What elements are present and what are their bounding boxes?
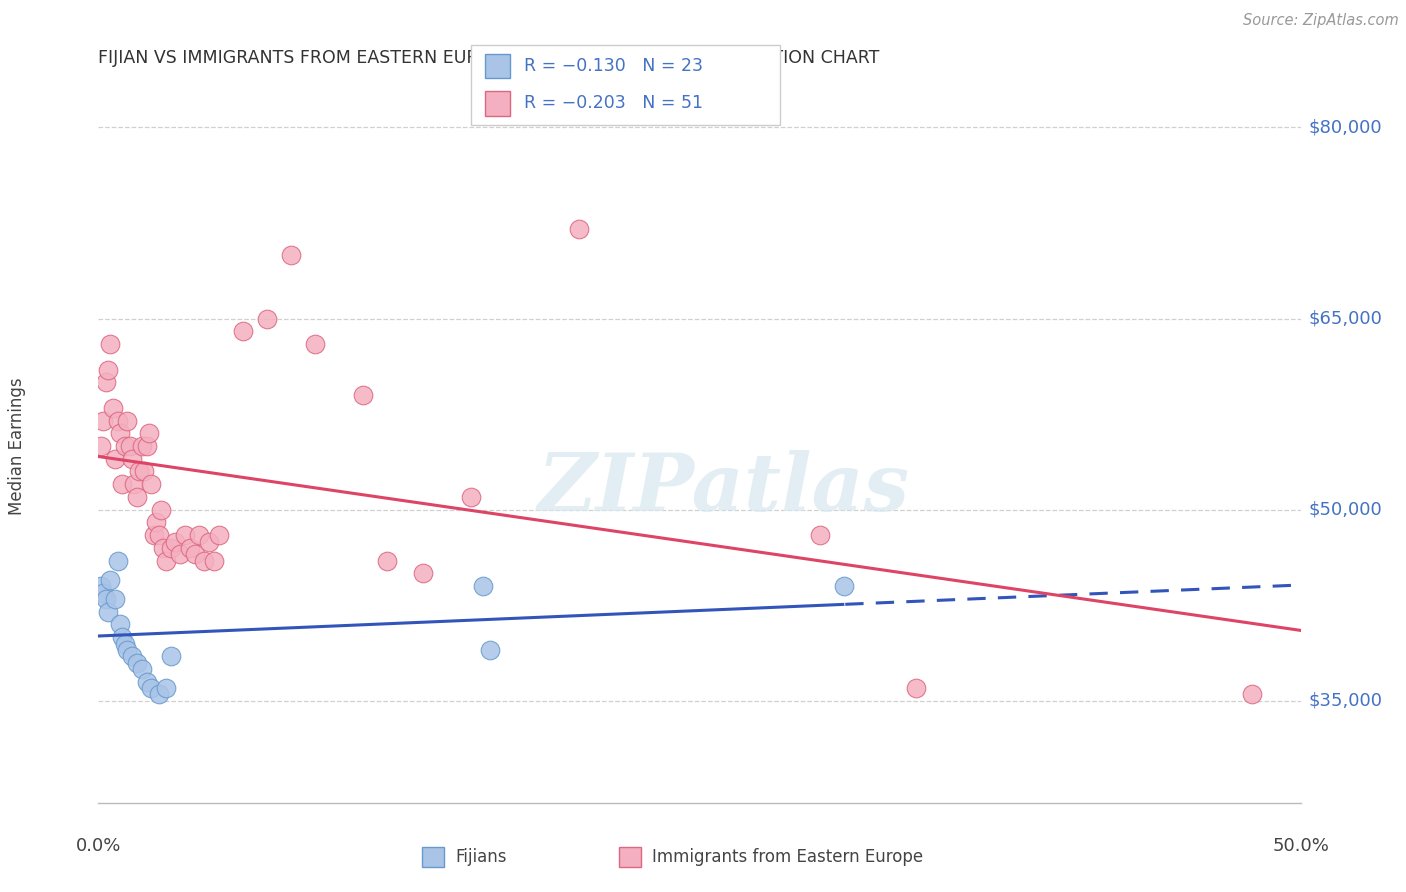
Point (145, 516, 167, 530)
Text: Fijians: Fijians (456, 848, 508, 866)
Point (280, 248, 302, 262)
Point (101, 401, 124, 415)
Point (568, 222, 591, 236)
Text: 0.0%: 0.0% (76, 837, 121, 855)
Point (117, 413, 139, 427)
Point (165, 534, 187, 549)
Text: Median Earnings: Median Earnings (8, 377, 25, 515)
Point (94, 376, 117, 390)
Point (159, 541, 181, 555)
Point (149, 502, 172, 516)
Point (107, 413, 129, 427)
Point (352, 388, 374, 402)
Point (141, 477, 163, 491)
Text: FIJIAN VS IMMIGRANTS FROM EASTERN EUROPE MEDIAN EARNINGS CORRELATION CHART: FIJIAN VS IMMIGRANTS FROM EASTERN EUROPE… (98, 49, 880, 67)
Point (232, 324, 254, 338)
Point (128, 465, 150, 479)
Text: $50,000: $50,000 (1309, 500, 1382, 519)
Point (135, 439, 157, 453)
Point (135, 674, 157, 689)
Point (132, 465, 155, 479)
Point (124, 477, 146, 491)
Point (131, 439, 153, 453)
Point (108, 617, 131, 632)
Point (472, 579, 495, 593)
Point (169, 547, 191, 561)
Text: Immigrants from Eastern Europe: Immigrants from Eastern Europe (652, 848, 924, 866)
Point (121, 451, 143, 466)
Text: 50.0%: 50.0% (1272, 837, 1329, 855)
Point (97, 362, 120, 376)
Point (148, 528, 170, 542)
Point (479, 643, 502, 657)
Point (304, 337, 326, 351)
Point (179, 541, 201, 555)
Point (97, 605, 120, 619)
Point (91, 585, 114, 599)
Point (111, 630, 134, 644)
Point (100, 337, 122, 351)
Point (198, 534, 221, 549)
Point (155, 554, 177, 568)
Point (904, 681, 927, 695)
Point (832, 579, 855, 593)
Point (141, 681, 163, 695)
Point (94, 591, 117, 606)
Point (121, 649, 143, 664)
Point (118, 439, 141, 453)
Point (111, 477, 134, 491)
Point (142, 528, 165, 542)
Point (90, 579, 112, 593)
Point (90, 439, 112, 453)
Point (460, 490, 482, 504)
Point (108, 426, 131, 441)
Point (117, 643, 139, 657)
Point (104, 591, 127, 606)
Point (183, 547, 205, 561)
Text: R = −0.203   N = 51: R = −0.203 N = 51 (524, 95, 703, 112)
Point (114, 439, 136, 453)
Point (1241, 688, 1264, 702)
Point (375, 554, 398, 568)
Point (256, 311, 278, 326)
Point (107, 554, 129, 568)
Point (100, 573, 122, 587)
Point (808, 528, 831, 542)
Text: $65,000: $65,000 (1309, 310, 1384, 327)
Point (155, 681, 177, 695)
Point (148, 688, 170, 702)
Text: Source: ZipAtlas.com: Source: ZipAtlas.com (1243, 13, 1399, 29)
Text: $35,000: $35,000 (1309, 692, 1384, 710)
Text: $80,000: $80,000 (1309, 119, 1382, 136)
Point (202, 554, 225, 568)
Point (188, 528, 211, 542)
Point (125, 490, 148, 504)
Point (125, 656, 148, 670)
Point (114, 636, 136, 650)
Point (208, 528, 231, 542)
Point (174, 528, 197, 542)
Point (152, 541, 174, 555)
Point (91, 413, 114, 427)
Point (412, 566, 434, 581)
Point (138, 426, 160, 441)
Point (104, 451, 127, 466)
Point (159, 649, 181, 664)
Text: ZIPatlas: ZIPatlas (537, 450, 910, 527)
Point (131, 662, 153, 676)
Point (193, 554, 215, 568)
Text: R = −0.130   N = 23: R = −0.130 N = 23 (524, 57, 703, 75)
